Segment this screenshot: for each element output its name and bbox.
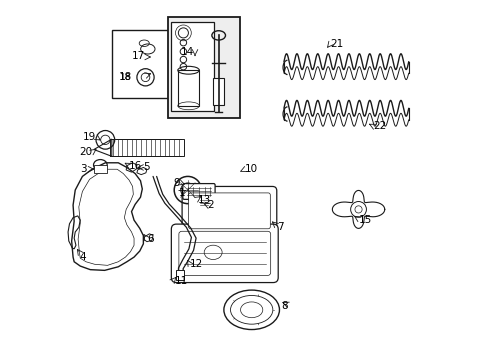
Text: 1: 1: [178, 188, 185, 198]
FancyBboxPatch shape: [179, 231, 270, 275]
FancyBboxPatch shape: [188, 193, 270, 229]
Text: 18: 18: [120, 73, 132, 82]
Text: 7: 7: [276, 222, 283, 231]
Text: 3: 3: [80, 164, 86, 174]
Bar: [171, 22, 214, 111]
FancyBboxPatch shape: [171, 224, 278, 283]
Text: 14: 14: [180, 46, 193, 57]
Text: 9: 9: [173, 178, 180, 188]
Text: 17: 17: [131, 51, 144, 61]
Bar: [112, 30, 169, 98]
Text: 18: 18: [119, 72, 132, 82]
Text: 12: 12: [190, 259, 203, 269]
Bar: [212, 78, 224, 105]
Bar: [93, 165, 107, 173]
Text: 20: 20: [79, 147, 92, 157]
Text: 11: 11: [174, 276, 187, 286]
Text: 8: 8: [280, 301, 287, 311]
Text: 6: 6: [147, 234, 153, 244]
Text: 22: 22: [372, 121, 386, 131]
Bar: [168, 17, 240, 118]
Bar: [178, 70, 199, 106]
Text: 13: 13: [198, 195, 211, 205]
Bar: [175, 270, 183, 280]
Text: 21: 21: [330, 39, 343, 49]
Text: 16: 16: [129, 161, 142, 171]
FancyBboxPatch shape: [182, 186, 276, 235]
Text: 2: 2: [206, 200, 213, 210]
Text: 15: 15: [359, 215, 372, 225]
Text: 10: 10: [244, 164, 257, 174]
FancyBboxPatch shape: [183, 184, 215, 199]
Text: 19: 19: [82, 132, 96, 142]
Text: 4: 4: [80, 252, 86, 262]
Text: 5: 5: [143, 162, 150, 172]
Bar: [110, 139, 183, 156]
